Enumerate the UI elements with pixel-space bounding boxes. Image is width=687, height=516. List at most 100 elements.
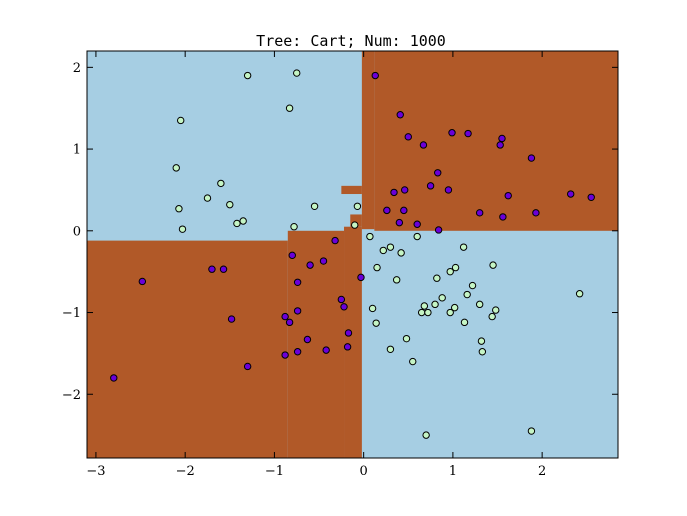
point-class-1-38 — [285, 318, 294, 327]
point-class-0-9 — [310, 202, 319, 210]
point-class-0-28 — [468, 281, 477, 290]
point-class-0-7 — [226, 200, 234, 209]
point-class-1-39 — [227, 315, 236, 323]
point-class-1-17 — [383, 206, 391, 215]
chart-title: Tree: Cart; Num: 1000 — [256, 32, 446, 50]
point-class-1-36 — [293, 307, 302, 315]
point-class-0-1 — [293, 69, 301, 77]
region-class-1-3 — [350, 214, 362, 227]
point-class-0-35 — [450, 303, 459, 312]
point-class-1-33 — [337, 295, 346, 304]
point-class-1-34 — [357, 273, 365, 282]
point-class-0-33 — [417, 308, 426, 317]
point-class-1-0 — [371, 71, 379, 80]
point-class-1-8 — [527, 154, 536, 162]
point-class-0-41 — [372, 319, 380, 327]
point-class-0-26 — [459, 243, 468, 251]
x-tick-label-0: −3 — [86, 464, 105, 479]
point-class-1-7 — [496, 141, 504, 149]
point-class-0-47 — [409, 357, 417, 366]
point-class-0-30 — [463, 290, 471, 299]
point-class-1-10 — [426, 182, 435, 190]
point-class-1-44 — [293, 348, 302, 356]
y-tick-label-2: 0 — [73, 224, 81, 239]
point-class-0-2 — [285, 104, 294, 112]
axis-ticks: −3 −2 −1 0 1 2 2 1 0 −1 −2 — [62, 51, 618, 479]
point-class-1-1 — [396, 111, 404, 119]
y-tick-label-1: 1 — [73, 143, 81, 158]
point-class-0-11 — [233, 219, 241, 228]
point-class-0-20 — [413, 232, 421, 241]
region-class-1-0 — [87, 240, 288, 458]
point-class-1-35 — [340, 303, 348, 311]
point-class-0-27 — [489, 261, 497, 269]
point-class-1-18 — [400, 206, 408, 215]
point-class-0-6 — [203, 194, 212, 202]
point-class-1-43 — [322, 346, 330, 354]
point-class-0-46 — [386, 345, 395, 354]
y-tick-label-4: −2 — [62, 388, 81, 403]
x-tick-label-3: 0 — [360, 464, 368, 479]
point-class-0-14 — [353, 202, 362, 210]
region-class-1-6 — [374, 51, 618, 231]
point-class-0-24 — [446, 267, 454, 276]
point-class-0-39 — [488, 312, 496, 321]
point-class-1-28 — [306, 261, 314, 269]
point-class-0-8 — [175, 205, 183, 213]
point-class-1-26 — [288, 251, 296, 260]
point-class-0-0 — [243, 71, 252, 80]
point-class-1-30 — [219, 265, 228, 273]
region-class-1-2 — [344, 226, 362, 458]
point-class-1-20 — [475, 209, 484, 217]
point-class-1-22 — [499, 213, 507, 221]
point-class-0-3 — [177, 116, 185, 125]
point-class-0-21 — [373, 263, 381, 272]
point-class-0-38 — [492, 306, 500, 314]
plot-frame — [86, 50, 619, 459]
point-class-1-46 — [243, 362, 252, 371]
point-class-1-27 — [319, 257, 328, 265]
point-class-1-45 — [281, 351, 289, 359]
y-tick-label-0: 2 — [73, 61, 81, 76]
region-class-1-5 — [361, 51, 375, 230]
point-class-0-16 — [366, 232, 374, 241]
point-class-0-40 — [368, 304, 377, 313]
point-class-0-22 — [392, 276, 401, 284]
point-class-1-4 — [448, 129, 456, 137]
point-class-0-18 — [386, 243, 395, 251]
point-class-1-2 — [404, 133, 412, 141]
point-class-1-5 — [464, 129, 472, 138]
point-class-1-47 — [110, 374, 118, 382]
point-class-0-5 — [217, 179, 225, 188]
x-tick-label-4: 1 — [449, 464, 457, 479]
point-class-0-23 — [433, 274, 441, 282]
region-class-1-4 — [341, 185, 362, 195]
point-class-0-13 — [290, 223, 298, 231]
point-class-1-13 — [390, 188, 398, 197]
point-class-0-29 — [438, 294, 446, 302]
point-class-0-45 — [402, 334, 411, 343]
point-class-1-25 — [331, 236, 339, 245]
point-class-1-14 — [504, 191, 512, 200]
point-class-1-29 — [208, 265, 216, 273]
point-class-0-37 — [475, 300, 484, 309]
point-class-1-32 — [293, 278, 302, 286]
point-class-1-11 — [444, 186, 453, 194]
point-class-1-3 — [419, 141, 428, 149]
region-class-1-1 — [287, 230, 345, 458]
point-class-1-21 — [532, 209, 540, 217]
point-class-1-9 — [434, 169, 442, 177]
point-class-0-4 — [172, 164, 180, 172]
point-class-0-12 — [178, 225, 187, 233]
y-tick-label-3: −1 — [62, 306, 81, 321]
point-class-0-50 — [422, 431, 430, 439]
point-class-1-15 — [567, 190, 575, 198]
point-class-1-19 — [395, 218, 404, 227]
scatter-points — [110, 69, 595, 439]
point-class-0-44 — [478, 348, 487, 356]
point-class-1-12 — [401, 186, 409, 194]
point-class-1-6 — [498, 134, 506, 143]
point-class-0-31 — [431, 300, 439, 309]
